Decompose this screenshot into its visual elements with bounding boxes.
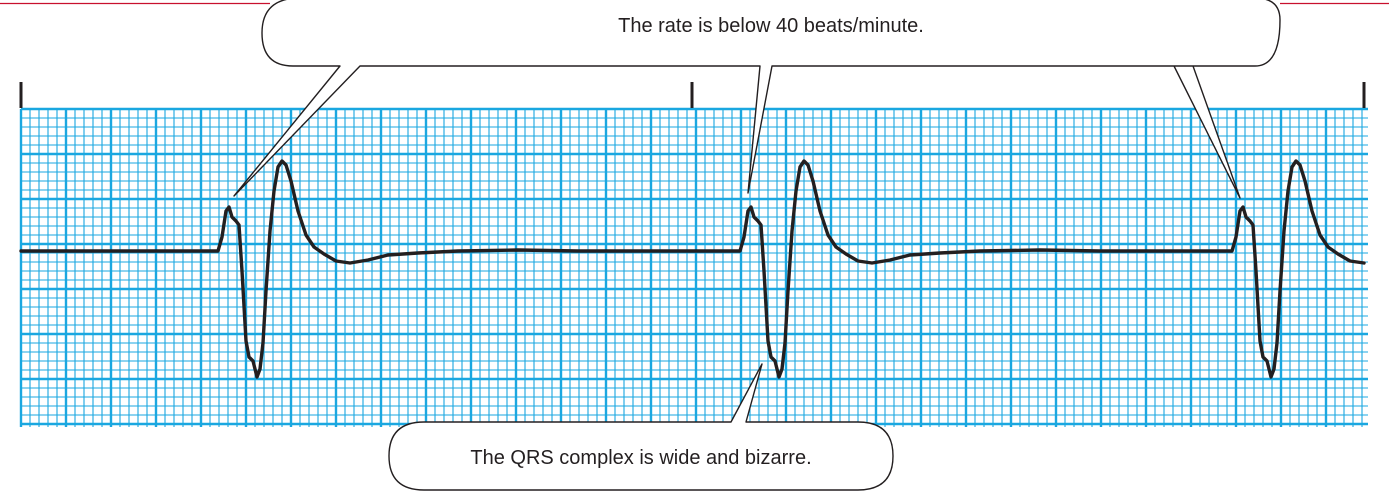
ecg-trace	[19, 159, 1366, 379]
top-callout-text: The rate is below 40 beats/minute.	[618, 15, 924, 37]
bottom-callout-text: The QRS complex is wide and bizarre.	[470, 447, 811, 469]
top-callout: The rate is below 40 beats/minute.	[233, 0, 1281, 199]
bottom-callout: The QRS complex is wide and bizarre.	[388, 363, 894, 491]
ecg-grid	[19, 107, 1368, 427]
bottom-callout-bubble	[388, 363, 894, 491]
interval-markers	[19, 82, 1366, 108]
top-callout-bubble	[233, 0, 1281, 199]
